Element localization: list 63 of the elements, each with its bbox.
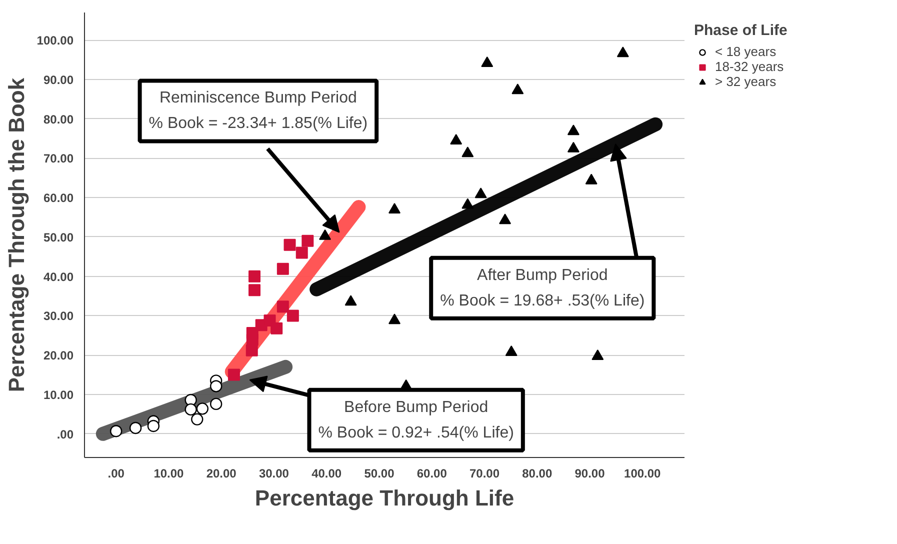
legend-title: Phase of Life bbox=[694, 22, 788, 39]
point bbox=[388, 202, 400, 214]
point bbox=[585, 174, 598, 184]
point bbox=[284, 238, 296, 251]
point bbox=[296, 246, 308, 259]
point bbox=[286, 310, 299, 322]
annotation: Before Bump Period % Book = 0.92+ .54(% Life) bbox=[318, 398, 514, 442]
y-tick-label: 40.00 bbox=[43, 270, 74, 284]
point bbox=[505, 346, 518, 356]
y-axis-title: Percentage Through the Book bbox=[4, 77, 29, 392]
x-tick-label: 10.00 bbox=[154, 466, 184, 480]
point bbox=[248, 284, 260, 296]
point bbox=[110, 425, 122, 438]
point bbox=[302, 234, 314, 247]
point bbox=[246, 327, 258, 340]
y-tick-label: 90.00 bbox=[43, 72, 74, 87]
y-tick-label: 10.00 bbox=[43, 388, 74, 402]
x-tick-label: 20.00 bbox=[206, 466, 237, 480]
legend-label: < 18 years bbox=[715, 44, 776, 59]
x-tick-label: 80.00 bbox=[522, 466, 552, 480]
point bbox=[129, 422, 142, 434]
point bbox=[474, 188, 487, 198]
y-tick-label: 60.00 bbox=[43, 191, 74, 206]
x-tick-label: 30.00 bbox=[258, 466, 290, 480]
legend-label: > 32 years bbox=[715, 74, 776, 89]
y-tick-label: 70.00 bbox=[43, 152, 74, 166]
point bbox=[276, 262, 289, 275]
annotation: Reminiscence Bump Period % Book = -23.34+ 1.85(% Life) bbox=[148, 90, 368, 132]
point bbox=[481, 56, 494, 67]
point bbox=[319, 229, 332, 240]
point bbox=[462, 146, 474, 158]
x-tick-label: 70.00 bbox=[469, 466, 500, 480]
y-tick-label: .00 bbox=[56, 427, 74, 442]
x-tick-label: 100.00 bbox=[624, 466, 662, 480]
point bbox=[248, 270, 260, 282]
point bbox=[344, 295, 357, 306]
point bbox=[184, 403, 197, 416]
point bbox=[228, 368, 240, 381]
point bbox=[388, 314, 400, 324]
point bbox=[462, 198, 474, 209]
x-tick-label: 90.00 bbox=[574, 466, 606, 480]
y-tick-label: 50.00 bbox=[43, 230, 74, 244]
point bbox=[567, 124, 580, 136]
y-tick-label: 30.00 bbox=[43, 309, 74, 324]
x-tick-label: .00 bbox=[108, 466, 125, 480]
point bbox=[450, 134, 462, 145]
legend-label: 18-32 years bbox=[715, 59, 784, 74]
y-tick-label: 20.00 bbox=[43, 348, 74, 363]
point bbox=[512, 84, 524, 94]
point bbox=[210, 380, 222, 392]
annotation: After Bump Period % Book = 19.68+ .53(% Life) bbox=[440, 266, 645, 310]
x-tick-label: 60.00 bbox=[416, 466, 448, 480]
point bbox=[276, 300, 289, 313]
point bbox=[270, 322, 283, 334]
point bbox=[616, 46, 629, 58]
y-tick-label: 100.00 bbox=[36, 34, 74, 48]
point bbox=[499, 214, 512, 224]
x-tick-label: 50.00 bbox=[364, 466, 395, 480]
x-axis-title: Percentage Through Life bbox=[254, 486, 514, 510]
point bbox=[147, 420, 160, 432]
x-tick-label: 40.00 bbox=[312, 466, 342, 480]
y-tick-label: 80.00 bbox=[43, 112, 74, 126]
point bbox=[567, 142, 580, 152]
